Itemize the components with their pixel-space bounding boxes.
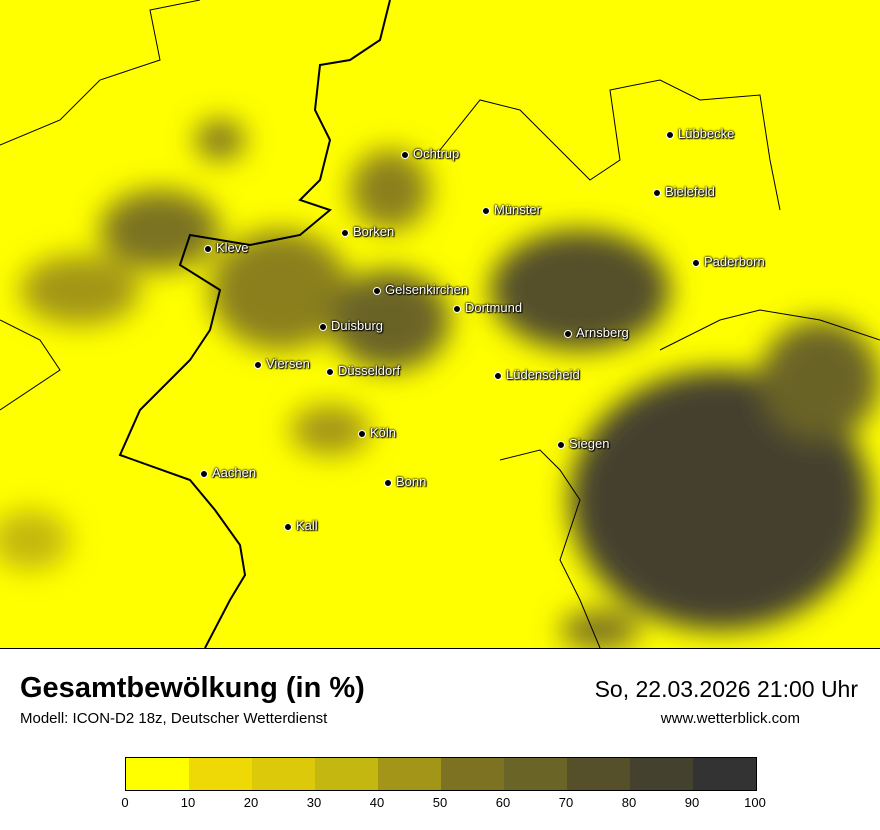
cloud-field <box>0 0 880 648</box>
legend-tick-label: 70 <box>558 795 574 810</box>
city-marker-icon <box>284 522 292 531</box>
legend-tick-label: 100 <box>744 795 766 810</box>
city-name: Ochtrup <box>413 146 460 161</box>
legend-swatch <box>504 758 567 790</box>
city-marker-icon <box>692 258 700 267</box>
legend-swatch <box>378 758 441 790</box>
city-label: Gelsenkirchen <box>373 282 468 297</box>
city-marker-icon <box>666 130 674 139</box>
color-legend <box>125 757 757 791</box>
legend-tick-label: 50 <box>432 795 448 810</box>
city-name: Kleve <box>216 240 249 255</box>
legend-swatch <box>441 758 504 790</box>
legend-tick-label: 40 <box>369 795 385 810</box>
city-name: Siegen <box>569 436 610 451</box>
city-label: Arnsberg <box>564 325 629 340</box>
city-label: Lüdenscheid <box>494 367 580 382</box>
city-marker-icon <box>494 371 502 380</box>
city-marker-icon <box>358 429 366 438</box>
city-marker-icon <box>384 478 392 487</box>
legend-tick-label: 90 <box>684 795 700 810</box>
city-name: Dortmund <box>465 300 523 315</box>
city-marker-icon <box>453 304 461 313</box>
legend-swatch <box>630 758 693 790</box>
legend-tick-label: 80 <box>621 795 637 810</box>
city-label: Bielefeld <box>653 184 715 199</box>
city-marker-icon <box>254 360 262 369</box>
city-name: Lübbecke <box>678 126 735 141</box>
city-marker-icon <box>653 188 661 197</box>
city-marker-icon <box>564 329 572 338</box>
city-label: Kall <box>284 518 318 533</box>
city-name: Arnsberg <box>576 325 629 340</box>
city-name: Münster <box>494 202 541 217</box>
legend-swatch <box>252 758 315 790</box>
legend-tick-label: 60 <box>495 795 511 810</box>
legend-swatch <box>693 758 756 790</box>
cloud-blobs <box>0 120 880 648</box>
city-label: Paderborn <box>692 254 765 269</box>
legend-swatch <box>567 758 630 790</box>
legend-ticks: 0 10 20 30 40 50 60 70 80 90 100 <box>121 795 765 815</box>
city-marker-icon <box>341 228 349 237</box>
city-label: Dortmund <box>453 300 522 315</box>
legend-tick-label: 20 <box>243 795 259 810</box>
city-marker-icon <box>326 367 334 376</box>
model-info: Modell: ICON-D2 18z, Deutscher Wetterdie… <box>20 710 328 727</box>
city-name: Borken <box>353 224 395 239</box>
legend-swatch <box>126 758 189 790</box>
city-name: Lüdenscheid <box>506 367 580 382</box>
city-name: Köln <box>370 425 397 440</box>
cloud-cover-map <box>0 0 880 649</box>
city-name: Kall <box>296 518 318 533</box>
city-name: Viersen <box>266 356 310 371</box>
city-marker-icon <box>200 469 208 478</box>
city-label: Ochtrup <box>401 146 459 161</box>
city-label: Münster <box>482 202 541 217</box>
city-marker-icon <box>482 206 490 215</box>
city-marker-icon <box>401 150 409 159</box>
city-label: Lübbecke <box>666 126 734 141</box>
city-label: Düsseldorf <box>326 363 400 378</box>
city-label: Köln <box>358 425 396 440</box>
city-marker-icon <box>557 440 565 449</box>
city-name: Bonn <box>396 474 427 489</box>
city-marker-icon <box>373 286 381 295</box>
forecast-datetime: So, 22.03.2026 21:00 Uhr <box>594 676 858 702</box>
legend-tick-label: 10 <box>180 795 196 810</box>
city-label: Bonn <box>384 474 426 489</box>
legend-swatch <box>315 758 378 790</box>
city-name: Aachen <box>212 465 257 480</box>
city-name: Gelsenkirchen <box>385 282 469 297</box>
legend-tick-label: 30 <box>306 795 322 810</box>
city-name: Düsseldorf <box>338 363 401 378</box>
city-name: Duisburg <box>331 318 384 333</box>
city-label: Kleve <box>204 240 249 255</box>
city-name: Paderborn <box>704 254 765 269</box>
map-title: Gesamtbewölkung (in %) <box>20 672 365 704</box>
website-link[interactable]: www.wetterblick.com <box>660 710 800 727</box>
legend-swatch <box>189 758 252 790</box>
city-label: Duisburg <box>319 318 383 333</box>
city-marker-icon <box>319 322 327 331</box>
city-name: Bielefeld <box>665 184 715 199</box>
city-marker-icon <box>204 244 212 253</box>
city-label: Aachen <box>200 465 256 480</box>
city-label: Viersen <box>254 356 310 371</box>
borders <box>0 0 880 648</box>
city-label: Siegen <box>557 436 609 451</box>
city-label: Borken <box>341 224 394 239</box>
legend-tick-label: 0 <box>121 795 129 810</box>
